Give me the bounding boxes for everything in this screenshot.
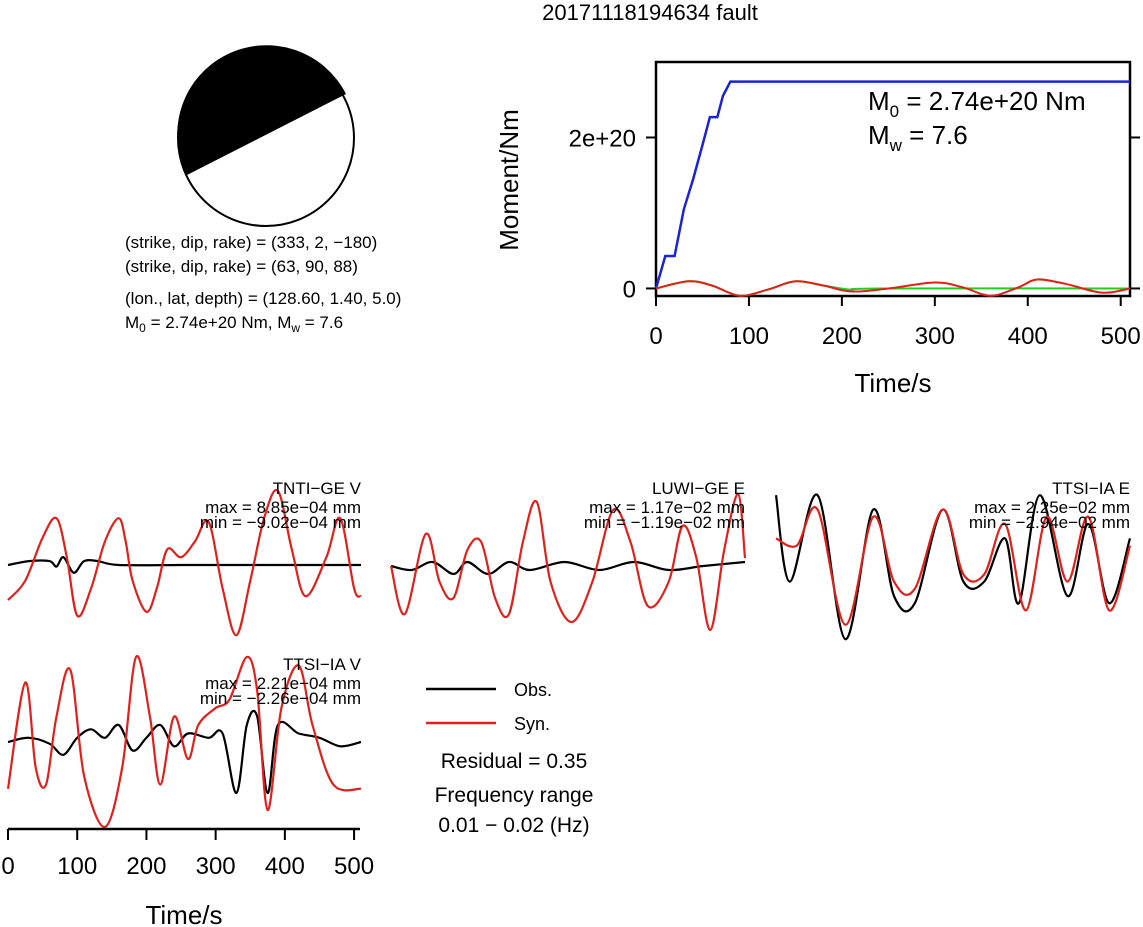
moment-annotation-mw: Mw = 7.6: [868, 120, 968, 155]
legend: Obs. Syn. Residual = 0.35 Frequency rang…: [426, 680, 593, 837]
waveform-xtick-label: 500: [334, 853, 374, 880]
station-label: TTSI−IA E: [1052, 479, 1130, 498]
moment-xtick-label: 100: [729, 323, 769, 350]
nodal-plane-2: (strike, dip, rake) = (63, 90, 88): [125, 257, 358, 276]
moment-xlabel: Time/s: [854, 368, 931, 398]
max-amplitude-label: max = 1.17e−02 mm: [589, 498, 745, 517]
observed-waveform: [7, 556, 361, 574]
focal-parameters: (strike, dip, rake) = (333, 2, −180) (st…: [125, 233, 401, 335]
figure-title: 20171118194634 fault: [542, 0, 758, 25]
legend-obs-label: Obs.: [514, 680, 552, 700]
waveform-xtick-label: 300: [196, 853, 236, 880]
moment-annotation-m0: M0 = 2.74e+20 Nm: [868, 86, 1086, 121]
moment-xtick-label: 200: [822, 323, 862, 350]
moment-xtick-label: 400: [1008, 323, 1048, 350]
synthetic-waveform: [7, 488, 362, 637]
min-amplitude-label: min = −2.26e−04 mm: [200, 689, 361, 708]
moment-rate-red-line: [655, 278, 1131, 297]
synthetic-waveform: [775, 506, 1132, 626]
waveform-xtick-label: 400: [265, 853, 305, 880]
max-amplitude-label: max = 8.85e−04 mm: [205, 498, 361, 517]
moment-ylabel: Moment/Nm: [494, 109, 524, 251]
waveform-xtick-label: 100: [57, 853, 97, 880]
station-label: TNTI−GE V: [273, 479, 362, 498]
max-amplitude-label: max = 2.25e−02 mm: [974, 498, 1130, 517]
location-depth: (lon., lat, depth) = (128.60, 1.40, 5.0): [125, 289, 401, 308]
observed-waveform: [390, 560, 746, 576]
moment-magnitude-line: M0 = 2.74e+20 Nm, Mw = 7.6: [125, 313, 343, 335]
moment-xtick-label: 300: [915, 323, 955, 350]
station-label: LUWI−GE E: [652, 479, 745, 498]
moment-ytick-label: 2e+20: [569, 125, 636, 152]
min-amplitude-label: min = −9.02e−04 mm: [200, 513, 361, 532]
nodal-plane-1: (strike, dip, rake) = (333, 2, −180): [125, 233, 377, 252]
moment-ytick-label: 0: [623, 276, 636, 303]
waveform-xlabel: Time/s: [145, 900, 222, 927]
moment-xtick-label: 500: [1101, 323, 1141, 350]
focal-mechanism: [177, 45, 355, 227]
min-amplitude-label: min = −2.94e−02 mm: [969, 513, 1130, 532]
max-amplitude-label: max = 2.21e−04 mm: [205, 674, 361, 693]
min-amplitude-label: min = −1.19e−02 mm: [584, 513, 745, 532]
synthetic-waveform: [389, 492, 747, 632]
frequency-range-title: Frequency range: [435, 784, 594, 807]
moment-xtick-label: 0: [649, 323, 662, 350]
moment-function-plot: Moment/Nm Time/s 0 100 200 300 400 50002e+20 …: [494, 60, 1141, 398]
waveform-xtick-label: 0: [1, 853, 14, 880]
moment-plot-frame: [654, 60, 1132, 298]
beachball-compressional-quadrant: [177, 45, 346, 175]
cumulative-moment-line: [654, 80, 1130, 289]
synthetic-waveform: [6, 655, 362, 829]
waveform-time-axis: Time/s 0 100 200 300 400 500: [1, 827, 374, 927]
residual-label: Residual = 0.35: [441, 750, 588, 773]
frequency-range-value: 0.01 − 0.02 (Hz): [438, 814, 589, 837]
legend-syn-label: Syn.: [514, 714, 550, 734]
waveform-xtick-label: 200: [126, 853, 166, 880]
station-label: TTSI−IA V: [283, 655, 362, 674]
